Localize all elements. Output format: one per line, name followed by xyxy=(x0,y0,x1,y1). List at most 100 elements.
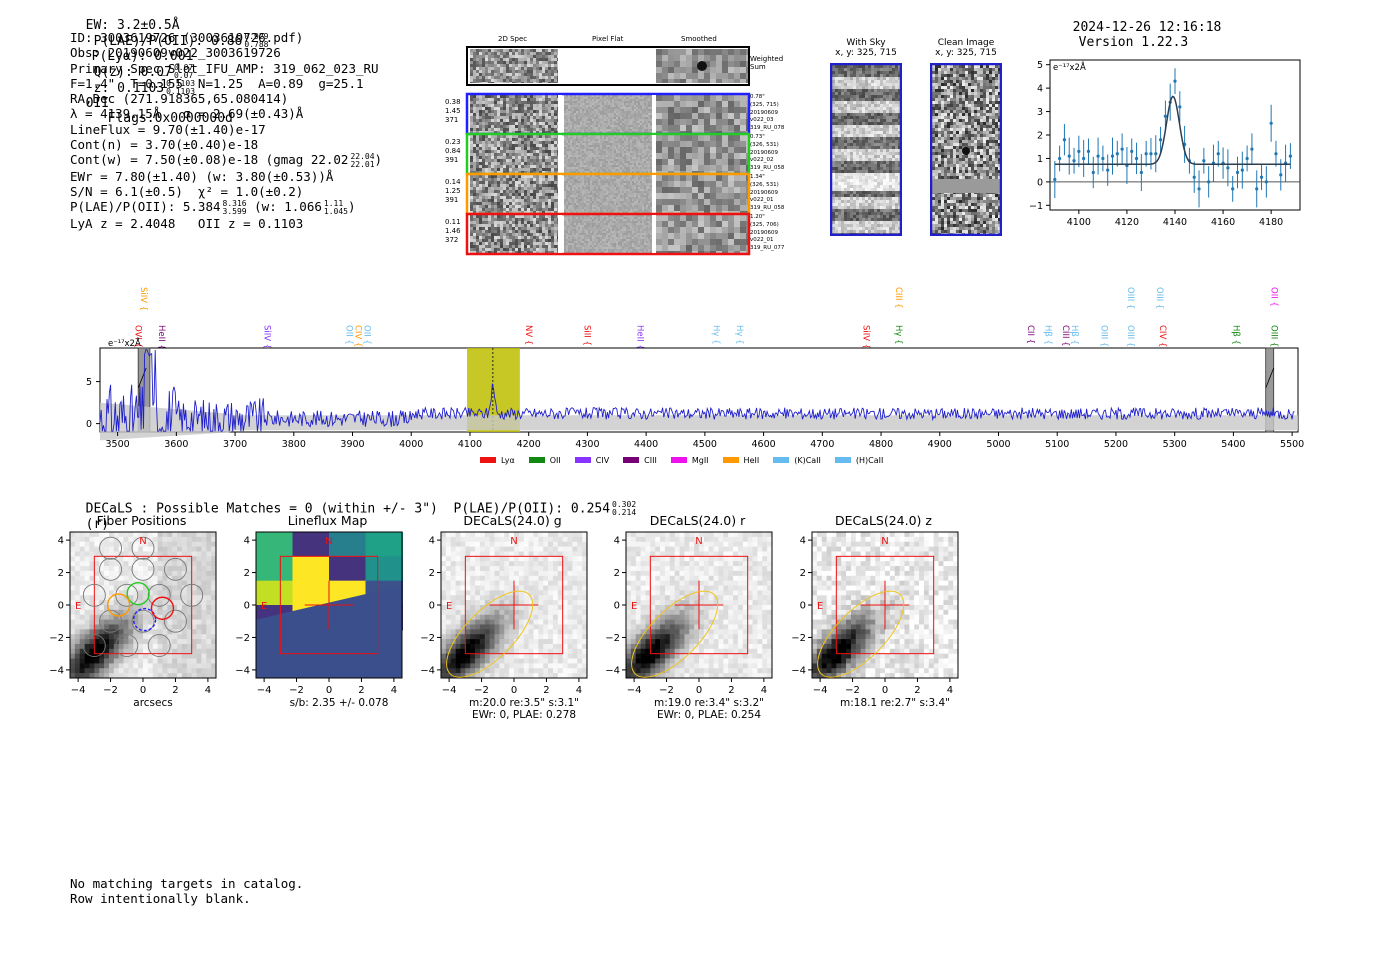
decals-y-tick-label: −2 xyxy=(605,633,620,644)
zoom-data-point xyxy=(1231,187,1235,191)
spectral-line-label: Hγ { xyxy=(734,325,744,345)
decals-y-tick-label: 0 xyxy=(244,601,250,612)
fiber-highlight xyxy=(150,596,175,620)
legend-label: (H)CaII xyxy=(855,455,884,465)
aperture-box xyxy=(279,555,379,655)
legend-label: OII xyxy=(549,455,561,465)
zoom-data-point xyxy=(1115,152,1119,156)
clean-image-title: Clean Image x, y: 325, 715 xyxy=(926,38,1006,58)
decals-y-tick-label: 2 xyxy=(800,568,806,579)
aperture-box xyxy=(649,555,749,655)
zoom-data-point xyxy=(1226,166,1230,170)
row-meta-line: 20190609 xyxy=(750,149,778,156)
row-stat: 0.11 xyxy=(445,218,461,226)
with-sky-image xyxy=(830,63,902,236)
zoom-data-point xyxy=(1245,156,1249,161)
cutout-panel: 2D Spec Pixel Flat Smoothed Weighted Sum… xyxy=(440,33,800,258)
caption-line: m:19.0 re:3.4" s:3.2" xyxy=(654,697,764,709)
zoom-data-point xyxy=(1110,154,1115,158)
legend-swatch xyxy=(528,457,545,463)
zoom-data-point xyxy=(1274,152,1278,156)
info-plae-w-end: ) xyxy=(347,199,356,215)
spectral-line-label: SiIV { xyxy=(261,325,271,349)
info-params: F=1.4" T=0.155 N=1.25 A=0.89 g=25.1 xyxy=(70,75,364,91)
decals-panel-title: DECaLS(24.0) g xyxy=(463,513,562,528)
info-radec: RA,Dec (271.918365,65.080414) xyxy=(70,91,289,107)
legend-swatch xyxy=(623,457,640,463)
row-2dspec xyxy=(470,175,558,213)
decals-panel-caption: m:18.1 re:2.7" s:3.4" xyxy=(805,697,985,709)
info-sn: S/N = 6.1(±0.5) χ² = 1.0(±0.2) xyxy=(70,184,304,200)
zoom-data-point xyxy=(1178,105,1182,109)
clean-masked-band xyxy=(932,179,1000,193)
row-meta-line: 319_RU_058 xyxy=(750,165,785,172)
fiber-circle xyxy=(99,536,123,560)
galaxy-ellipse xyxy=(817,590,905,678)
decals-x-tick-label: 2 xyxy=(914,685,920,696)
row-meta-line: v022_03 xyxy=(750,117,774,124)
zoom-data-point xyxy=(1106,168,1110,172)
zoom-unit-label: e⁻¹⁷x2Å xyxy=(1053,61,1086,73)
decals-x-tick-label: 0 xyxy=(696,685,702,696)
north-label: N xyxy=(881,536,888,547)
decals-x-tick-label: 4 xyxy=(947,685,953,696)
full-x-tick-label: 5100 xyxy=(1045,439,1069,450)
row-stat: 1.25 xyxy=(445,187,461,195)
zoom-data-point xyxy=(1207,180,1211,184)
decals-panel-image: N E −4 −4 −2 −2 0 0 2 2 4 4 xyxy=(420,531,588,696)
spectral-line-label: OIII { xyxy=(1154,287,1164,309)
zoom-data-point xyxy=(1130,149,1134,154)
clean-noise xyxy=(932,65,1000,234)
zoom-x-tick-label: 4120 xyxy=(1115,217,1139,228)
decals-x-tick-label: −4 xyxy=(257,685,272,696)
row-meta-line: 1.20" xyxy=(750,214,765,220)
spectral-line-label: SiII { xyxy=(582,325,592,346)
row-divider xyxy=(558,95,562,133)
legend-item: CIII xyxy=(623,456,657,465)
cutout-images xyxy=(465,46,751,256)
spectral-line-label: SiIV { xyxy=(138,287,148,311)
row-divider xyxy=(558,215,562,253)
decals-panel-title: Fiber Positions xyxy=(96,513,187,528)
full-x-tick-label: 3900 xyxy=(340,439,364,450)
lineflux-cell xyxy=(365,532,403,558)
full-x-tick-label: 4800 xyxy=(869,439,893,450)
row-2dspec xyxy=(470,95,558,133)
row-pixelflat xyxy=(564,215,652,253)
info-plae-w: (w: 1.066 xyxy=(254,199,322,215)
decals-y-tick-label: 2 xyxy=(614,568,620,579)
north-label: N xyxy=(139,536,146,547)
row-right-meta: 0.73" (326, 531) 20190609 v022_02 319_RU_058 xyxy=(750,134,784,173)
with-sky-title: With Sky x, y: 325, 715 xyxy=(826,38,906,58)
spectral-line-label: OII { xyxy=(361,325,371,345)
lineflux-cell xyxy=(292,556,330,582)
zoom-data-point xyxy=(1086,149,1091,154)
row-pixelflat xyxy=(564,135,652,173)
row-stat: 0.14 xyxy=(445,178,461,186)
legend-label: (K)CaII xyxy=(794,455,821,465)
row-meta-line: 20190609 xyxy=(750,189,778,196)
row-smoothed xyxy=(656,215,748,253)
decals-panel-caption: s/b: 2.35 +/- 0.078 xyxy=(249,697,429,709)
fiber-highlight xyxy=(126,581,150,606)
decals-pixels xyxy=(626,532,773,679)
info-plae: P(LAE)/P(OII): 5.384 8.316 3.599 (w: 1.066… xyxy=(70,199,382,216)
header-plae: P(LAE)/P(OII): 0.86 xyxy=(93,33,243,49)
masked-region xyxy=(1265,347,1275,433)
decals-panel-title: Lineflux Map xyxy=(287,513,368,528)
weighted-source-blob xyxy=(697,61,707,71)
decals-summary: DECaLS : Possible Matches = 0 (within +/… xyxy=(70,486,636,533)
spectral-line-label: CIII { xyxy=(893,287,903,309)
observed-spectrum xyxy=(99,349,1295,433)
zoom-data-point xyxy=(1192,175,1196,179)
galaxy-ellipse xyxy=(631,590,719,678)
zoom-y-tick-label: 1 xyxy=(1037,154,1043,165)
clean-image-xy: x, y: 325, 715 xyxy=(935,48,997,58)
decals-x-tick-label: −4 xyxy=(627,685,642,696)
weighted-2dspec xyxy=(470,49,558,83)
full-x-tick-label: 3800 xyxy=(282,439,306,450)
zoom-data-point xyxy=(1067,154,1071,158)
row-stat: 391 xyxy=(445,156,459,164)
decals-x-tick-label: 0 xyxy=(140,685,146,696)
caption-line: m:20.0 re:3.5" s:3.1" xyxy=(469,697,579,709)
